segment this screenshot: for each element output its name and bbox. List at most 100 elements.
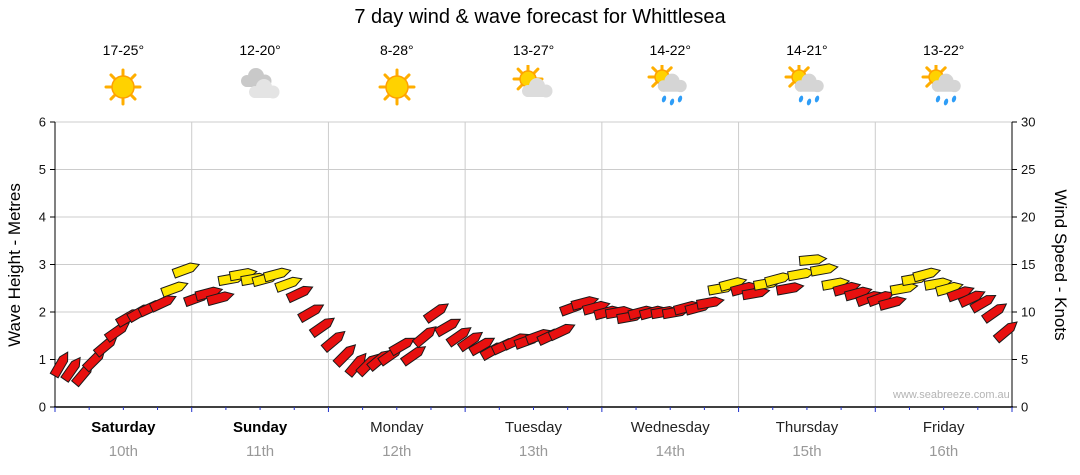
day-name: Wednesday (630, 419, 710, 436)
wind-arrow (262, 267, 292, 283)
wind-arrow (798, 254, 828, 266)
wind-axis-tick-label: 30 (1021, 115, 1035, 130)
wind-arrow (581, 300, 611, 316)
wind-arrow (433, 318, 462, 338)
wind-arrow (946, 286, 975, 303)
day-name: Tuesday (505, 419, 562, 436)
day-name-row: Saturday Sunday Monday Tuesday Wednesday… (55, 419, 1012, 436)
wind-arrow (194, 286, 224, 302)
day-name: Thursday (775, 419, 839, 436)
wind-axis-tick-label: 20 (1021, 210, 1035, 225)
wind-arrow (809, 263, 839, 277)
wind-arrow (399, 346, 427, 367)
day-temp: 13-27° (512, 42, 555, 58)
wind-axis-title: Wind Speed - Knots (1051, 189, 1070, 341)
wave-axis-tick-label: 3 (39, 257, 46, 272)
temperature-row: 17-25° 12-20° 8-28° 13-27° 14-22° 14-21°… (55, 42, 1012, 58)
wind-arrow (422, 303, 450, 324)
weather-icon-row (55, 64, 1012, 110)
day-date: 15th (792, 443, 822, 460)
weather-icon-cell (55, 65, 192, 109)
day-name: Saturday (91, 419, 156, 436)
weather-icon-cell (602, 65, 739, 109)
wave-axis-tick-label: 5 (39, 162, 46, 177)
showers-icon (647, 65, 687, 106)
wind-arrow (832, 281, 862, 297)
wind-arrow (843, 286, 873, 302)
wind-arrow (912, 267, 942, 283)
weather-icon-cell (875, 65, 1012, 109)
wind-arrow (992, 321, 1018, 344)
showers-icon (784, 65, 824, 106)
wind-arrow (570, 296, 600, 311)
day-temp: 13-22° (922, 42, 965, 58)
wind-arrow (274, 276, 303, 293)
wind-arrow (468, 337, 496, 357)
weather-icon-cell (192, 65, 329, 109)
day-date: 16th (929, 443, 959, 460)
day-date: 14th (655, 443, 685, 460)
page-title: 7 day wind & wave forecast for Whittlese… (354, 6, 726, 28)
weather-icon-cell (328, 65, 465, 109)
day-name: Sunday (232, 419, 288, 436)
wind-arrow (205, 291, 235, 307)
wind-arrow (445, 327, 472, 348)
day-temp: 12-20° (239, 42, 281, 58)
day-temp: 14-22° (649, 42, 691, 58)
day-temp: 8-28° (379, 42, 414, 58)
wave-axis-title: Wave Height - Metres (5, 183, 24, 347)
wind-arrow (332, 344, 357, 368)
wind-axis-tick-label: 10 (1021, 305, 1035, 320)
wind-arrow (718, 277, 748, 292)
wind-arrow (456, 331, 484, 353)
wind-arrow (411, 326, 437, 349)
wind-arrow (320, 330, 346, 354)
wave-axis-tick-label: 4 (39, 210, 46, 225)
day-date: 11th (246, 443, 275, 460)
wave-axis-tick-label: 2 (39, 305, 46, 320)
wind-arrow (775, 282, 805, 296)
wind-arrow (297, 304, 325, 324)
wind-axis-tick-label: 5 (1021, 352, 1028, 367)
wave-axis-tick-label: 0 (39, 400, 46, 415)
wind-arrow (957, 290, 986, 309)
wind-arrow (308, 317, 336, 339)
wind-axis-tick-label: 0 (1021, 400, 1028, 415)
wind-axis-tick-label: 25 (1021, 162, 1035, 177)
wind-arrow (49, 351, 69, 379)
day-date: 10th (108, 443, 138, 460)
wind-arrow (388, 337, 416, 357)
day-name: Friday (922, 419, 965, 436)
wind-arrow (866, 291, 896, 308)
wind-arrow (878, 296, 907, 311)
day-date: 13th (518, 443, 549, 460)
wind-arrow (160, 281, 189, 298)
wind-axis-tick-label: 15 (1021, 257, 1035, 272)
wind-arrow (547, 323, 576, 342)
day-name: Monday (370, 419, 424, 436)
cloudy-icon (241, 68, 280, 99)
wave-axis-tick-label: 1 (39, 352, 46, 367)
showers-icon (921, 65, 961, 106)
wave-axis-tick-label: 6 (39, 115, 46, 130)
wind-arrow (171, 262, 201, 279)
wind-arrow (103, 322, 131, 343)
wind-arrow (934, 281, 964, 297)
weather-icon-cell (739, 65, 876, 109)
watermark: www.seabreeze.com.au (893, 389, 1010, 401)
partly-cloudy-icon (512, 65, 553, 98)
weather-icon-cell (465, 65, 602, 109)
sunny-icon (104, 68, 142, 106)
wind-arrow (969, 294, 997, 314)
day-temp: 17-25° (102, 42, 145, 58)
wind-arrow (344, 352, 367, 378)
wind-arrow (285, 285, 314, 304)
wind-arrow (980, 303, 1008, 324)
sunny-icon (378, 68, 416, 106)
day-date-row: 10th 11th 12th 13th 14th 15th 16th (55, 443, 1012, 460)
wind-arrow (60, 356, 81, 383)
wind-arrow (695, 296, 725, 310)
day-date: 12th (382, 443, 412, 460)
